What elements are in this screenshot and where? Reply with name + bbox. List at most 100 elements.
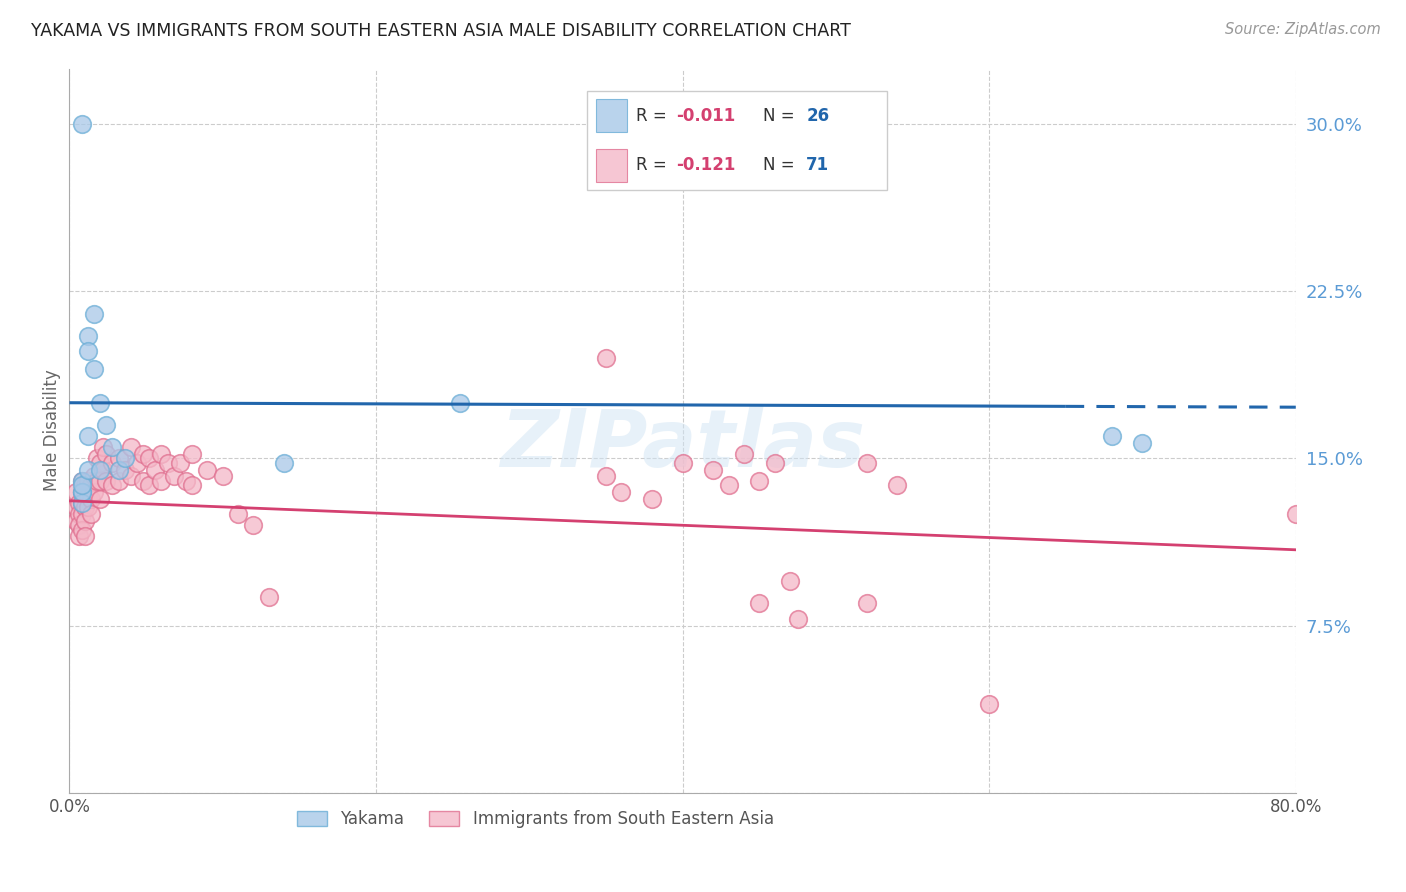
Point bbox=[886, 478, 908, 492]
Point bbox=[67, 496, 90, 510]
Point bbox=[779, 574, 801, 588]
Point bbox=[96, 447, 118, 461]
Point bbox=[138, 451, 160, 466]
Point bbox=[70, 117, 93, 131]
Point bbox=[242, 518, 264, 533]
Point bbox=[70, 496, 93, 510]
Point bbox=[132, 447, 155, 461]
Point bbox=[76, 462, 98, 476]
Point bbox=[672, 456, 695, 470]
Text: ZIPatlas: ZIPatlas bbox=[501, 406, 865, 484]
Point bbox=[702, 462, 724, 476]
Point bbox=[174, 474, 197, 488]
Point bbox=[107, 474, 129, 488]
Point bbox=[595, 469, 617, 483]
Point bbox=[748, 596, 770, 610]
Text: 71: 71 bbox=[806, 156, 830, 174]
Point bbox=[65, 484, 87, 499]
Legend: Yakama, Immigrants from South Eastern Asia: Yakama, Immigrants from South Eastern As… bbox=[291, 804, 780, 835]
Point bbox=[83, 484, 105, 499]
Text: R =: R = bbox=[636, 156, 672, 174]
Point bbox=[855, 596, 877, 610]
Point bbox=[169, 456, 191, 470]
Point bbox=[1285, 507, 1308, 521]
Point bbox=[73, 478, 96, 492]
Point bbox=[80, 507, 103, 521]
Text: 26: 26 bbox=[806, 107, 830, 125]
Point bbox=[89, 462, 111, 476]
Point bbox=[70, 474, 93, 488]
Point bbox=[855, 456, 877, 470]
Point bbox=[107, 462, 129, 476]
Point bbox=[67, 529, 90, 543]
Point bbox=[273, 456, 295, 470]
Point bbox=[1101, 429, 1123, 443]
Point bbox=[979, 697, 1001, 711]
Point bbox=[73, 500, 96, 515]
Point bbox=[76, 489, 98, 503]
Point bbox=[70, 484, 93, 499]
Point bbox=[120, 469, 142, 483]
Point bbox=[763, 456, 786, 470]
Point bbox=[83, 362, 105, 376]
Point bbox=[101, 478, 124, 492]
Point bbox=[120, 440, 142, 454]
Point bbox=[181, 447, 204, 461]
Point bbox=[76, 474, 98, 488]
Point bbox=[76, 329, 98, 343]
Point bbox=[73, 514, 96, 528]
Point bbox=[786, 612, 808, 626]
Point bbox=[83, 307, 105, 321]
Text: N =: N = bbox=[763, 107, 800, 125]
Point bbox=[114, 451, 136, 466]
Y-axis label: Male Disability: Male Disability bbox=[44, 369, 60, 491]
Point bbox=[197, 462, 219, 476]
Point bbox=[96, 417, 118, 432]
Point bbox=[163, 469, 186, 483]
Point bbox=[89, 456, 111, 470]
Point bbox=[107, 451, 129, 466]
Point bbox=[132, 474, 155, 488]
Point bbox=[733, 447, 755, 461]
Point bbox=[89, 395, 111, 409]
Point bbox=[70, 523, 93, 537]
Point bbox=[76, 429, 98, 443]
FancyBboxPatch shape bbox=[596, 149, 627, 181]
Point bbox=[70, 507, 93, 521]
FancyBboxPatch shape bbox=[596, 99, 627, 132]
Point bbox=[76, 500, 98, 515]
Text: Source: ZipAtlas.com: Source: ZipAtlas.com bbox=[1225, 22, 1381, 37]
Point bbox=[83, 469, 105, 483]
Point bbox=[96, 474, 118, 488]
Text: -0.011: -0.011 bbox=[676, 107, 735, 125]
Point bbox=[73, 529, 96, 543]
Point bbox=[717, 478, 740, 492]
Point bbox=[156, 456, 179, 470]
Point bbox=[91, 440, 114, 454]
Point bbox=[211, 469, 233, 483]
Point bbox=[73, 489, 96, 503]
Point bbox=[89, 491, 111, 506]
Point bbox=[138, 478, 160, 492]
Point bbox=[257, 590, 280, 604]
FancyBboxPatch shape bbox=[586, 91, 887, 190]
Point bbox=[125, 456, 148, 470]
Point bbox=[65, 500, 87, 515]
Point bbox=[70, 478, 93, 492]
Text: N =: N = bbox=[763, 156, 800, 174]
Point bbox=[150, 447, 173, 461]
Point bbox=[181, 478, 204, 492]
Point bbox=[86, 451, 108, 466]
Point bbox=[101, 440, 124, 454]
Point bbox=[101, 456, 124, 470]
Point bbox=[65, 514, 87, 528]
Point bbox=[226, 507, 249, 521]
Point bbox=[449, 395, 471, 409]
Point bbox=[610, 484, 633, 499]
Point bbox=[595, 351, 617, 366]
Point bbox=[1132, 435, 1154, 450]
Point bbox=[67, 507, 90, 521]
Point bbox=[70, 484, 93, 499]
Point bbox=[114, 462, 136, 476]
Point bbox=[70, 496, 93, 510]
